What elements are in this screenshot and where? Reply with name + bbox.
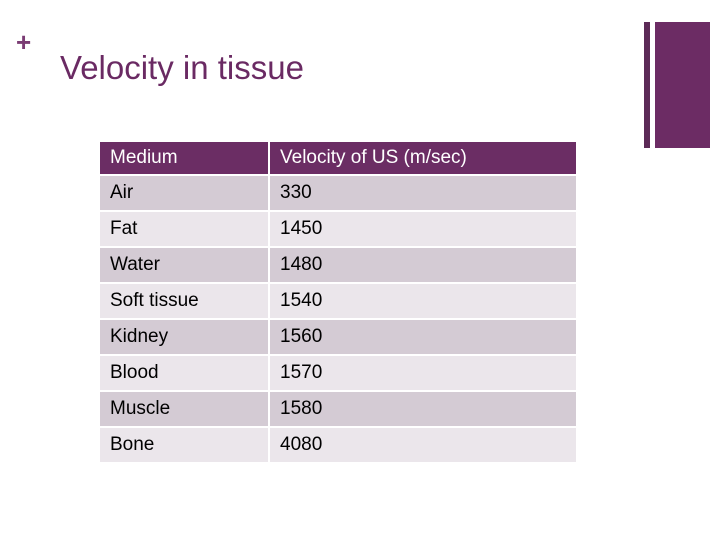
table-row: Blood 1570 (100, 355, 576, 392)
table-row: Kidney 1560 (100, 319, 576, 356)
medium-cell: Blood (100, 355, 269, 392)
velocity-cell: 1450 (268, 211, 576, 248)
table-row: Muscle 1580 (100, 391, 576, 428)
header-medium: Medium (100, 142, 269, 176)
table-row: Bone 4080 (100, 427, 576, 464)
medium-cell: Soft tissue (100, 283, 269, 320)
table-row: Water 1480 (100, 247, 576, 284)
medium-cell: Muscle (100, 391, 269, 428)
velocity-cell: 1570 (268, 355, 576, 392)
table-row: Fat 1450 (100, 211, 576, 248)
table-row: Soft tissue 1540 (100, 283, 576, 320)
velocity-cell: 4080 (268, 427, 576, 464)
medium-cell: Bone (100, 427, 269, 464)
table-header-row: Medium Velocity of US (m/sec) (100, 142, 576, 176)
plus-mark: + (16, 27, 32, 57)
velocity-cell: 1560 (268, 319, 576, 356)
medium-cell: Kidney (100, 319, 269, 356)
velocity-table: Medium Velocity of US (m/sec) Air 330 Fa… (100, 142, 576, 464)
velocity-cell: 1580 (268, 391, 576, 428)
medium-cell: Water (100, 247, 269, 284)
slide-title: Velocity in tissue (60, 49, 304, 86)
velocity-cell: 330 (268, 175, 576, 212)
accent-bar-thick (655, 22, 710, 148)
velocity-cell: 1480 (268, 247, 576, 284)
velocity-cell: 1540 (268, 283, 576, 320)
table-row: Air 330 (100, 175, 576, 212)
header-velocity: Velocity of US (m/sec) (268, 142, 576, 176)
accent-bar-thin (644, 22, 650, 148)
medium-cell: Fat (100, 211, 269, 248)
medium-cell: Air (100, 175, 269, 212)
